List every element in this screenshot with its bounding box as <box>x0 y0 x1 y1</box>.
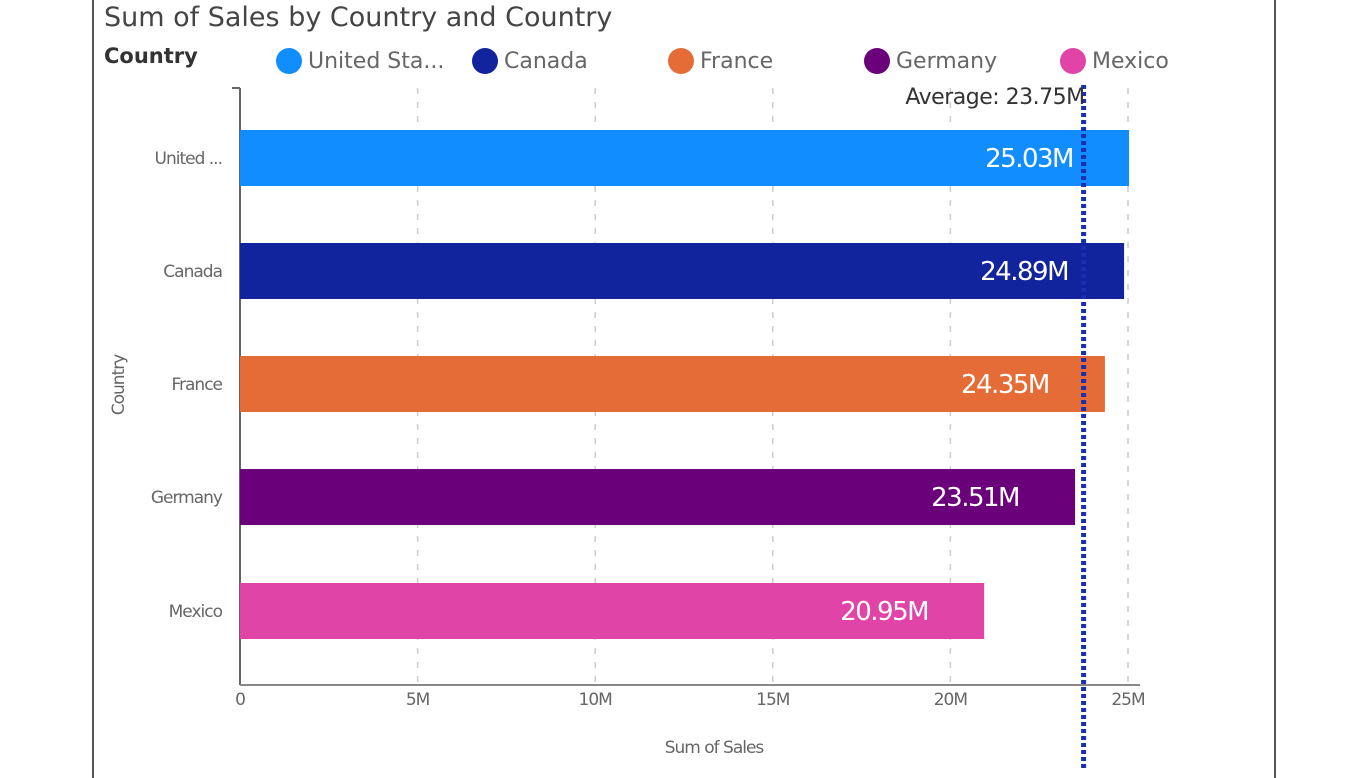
y-axis-title: Country <box>109 354 129 415</box>
data-label: 24.35M <box>961 370 1049 400</box>
legend-title: Country <box>104 44 198 68</box>
x-tick-label: 20M <box>934 690 967 710</box>
legend-marker-icon <box>276 48 302 74</box>
y-tick-label: United ... <box>155 149 222 169</box>
y-tick-label: France <box>171 375 222 395</box>
visual-frame <box>92 0 1276 778</box>
x-tick-label: 5M <box>406 690 429 710</box>
bar <box>240 356 1105 412</box>
legend-marker-icon <box>1060 48 1086 74</box>
data-label: 24.89M <box>980 257 1068 287</box>
x-tick-label: 15M <box>756 690 789 710</box>
legend-label: France <box>700 48 774 74</box>
data-label: 23.51M <box>931 483 1019 513</box>
legend-label: Canada <box>504 48 588 74</box>
bar <box>240 130 1130 186</box>
legend-marker-icon <box>472 48 498 74</box>
data-label: 20.95M <box>840 597 928 627</box>
chart-title: Sum of Sales by Country and Country <box>104 2 613 33</box>
y-tick-label: Canada <box>163 262 222 282</box>
legend-item[interactable]: Mexico <box>1060 48 1169 74</box>
x-tick-label: 0 <box>235 690 245 710</box>
legend-marker-icon <box>864 48 890 74</box>
average-label: Average: 23.75M <box>905 85 1084 110</box>
legend-item[interactable]: Germany <box>864 48 997 74</box>
legend-item[interactable]: France <box>668 48 773 74</box>
legend-label: Germany <box>896 48 998 74</box>
legend-item[interactable]: Canada <box>472 48 588 74</box>
bar <box>240 469 1076 525</box>
bar <box>240 243 1125 299</box>
x-tick-label: 25M <box>1111 690 1144 710</box>
x-tick-label: 10M <box>579 690 612 710</box>
legend-label: Mexico <box>1092 48 1169 74</box>
legend-marker-icon <box>668 48 694 74</box>
legend-label: United Sta... <box>308 48 445 74</box>
legend-item[interactable]: United Sta... <box>276 48 444 74</box>
y-tick-label: Mexico <box>169 602 223 622</box>
y-tick-label: Germany <box>151 488 223 508</box>
bar <box>240 583 985 639</box>
x-axis-title: Sum of Sales <box>665 738 765 758</box>
data-label: 25.03M <box>985 144 1073 174</box>
